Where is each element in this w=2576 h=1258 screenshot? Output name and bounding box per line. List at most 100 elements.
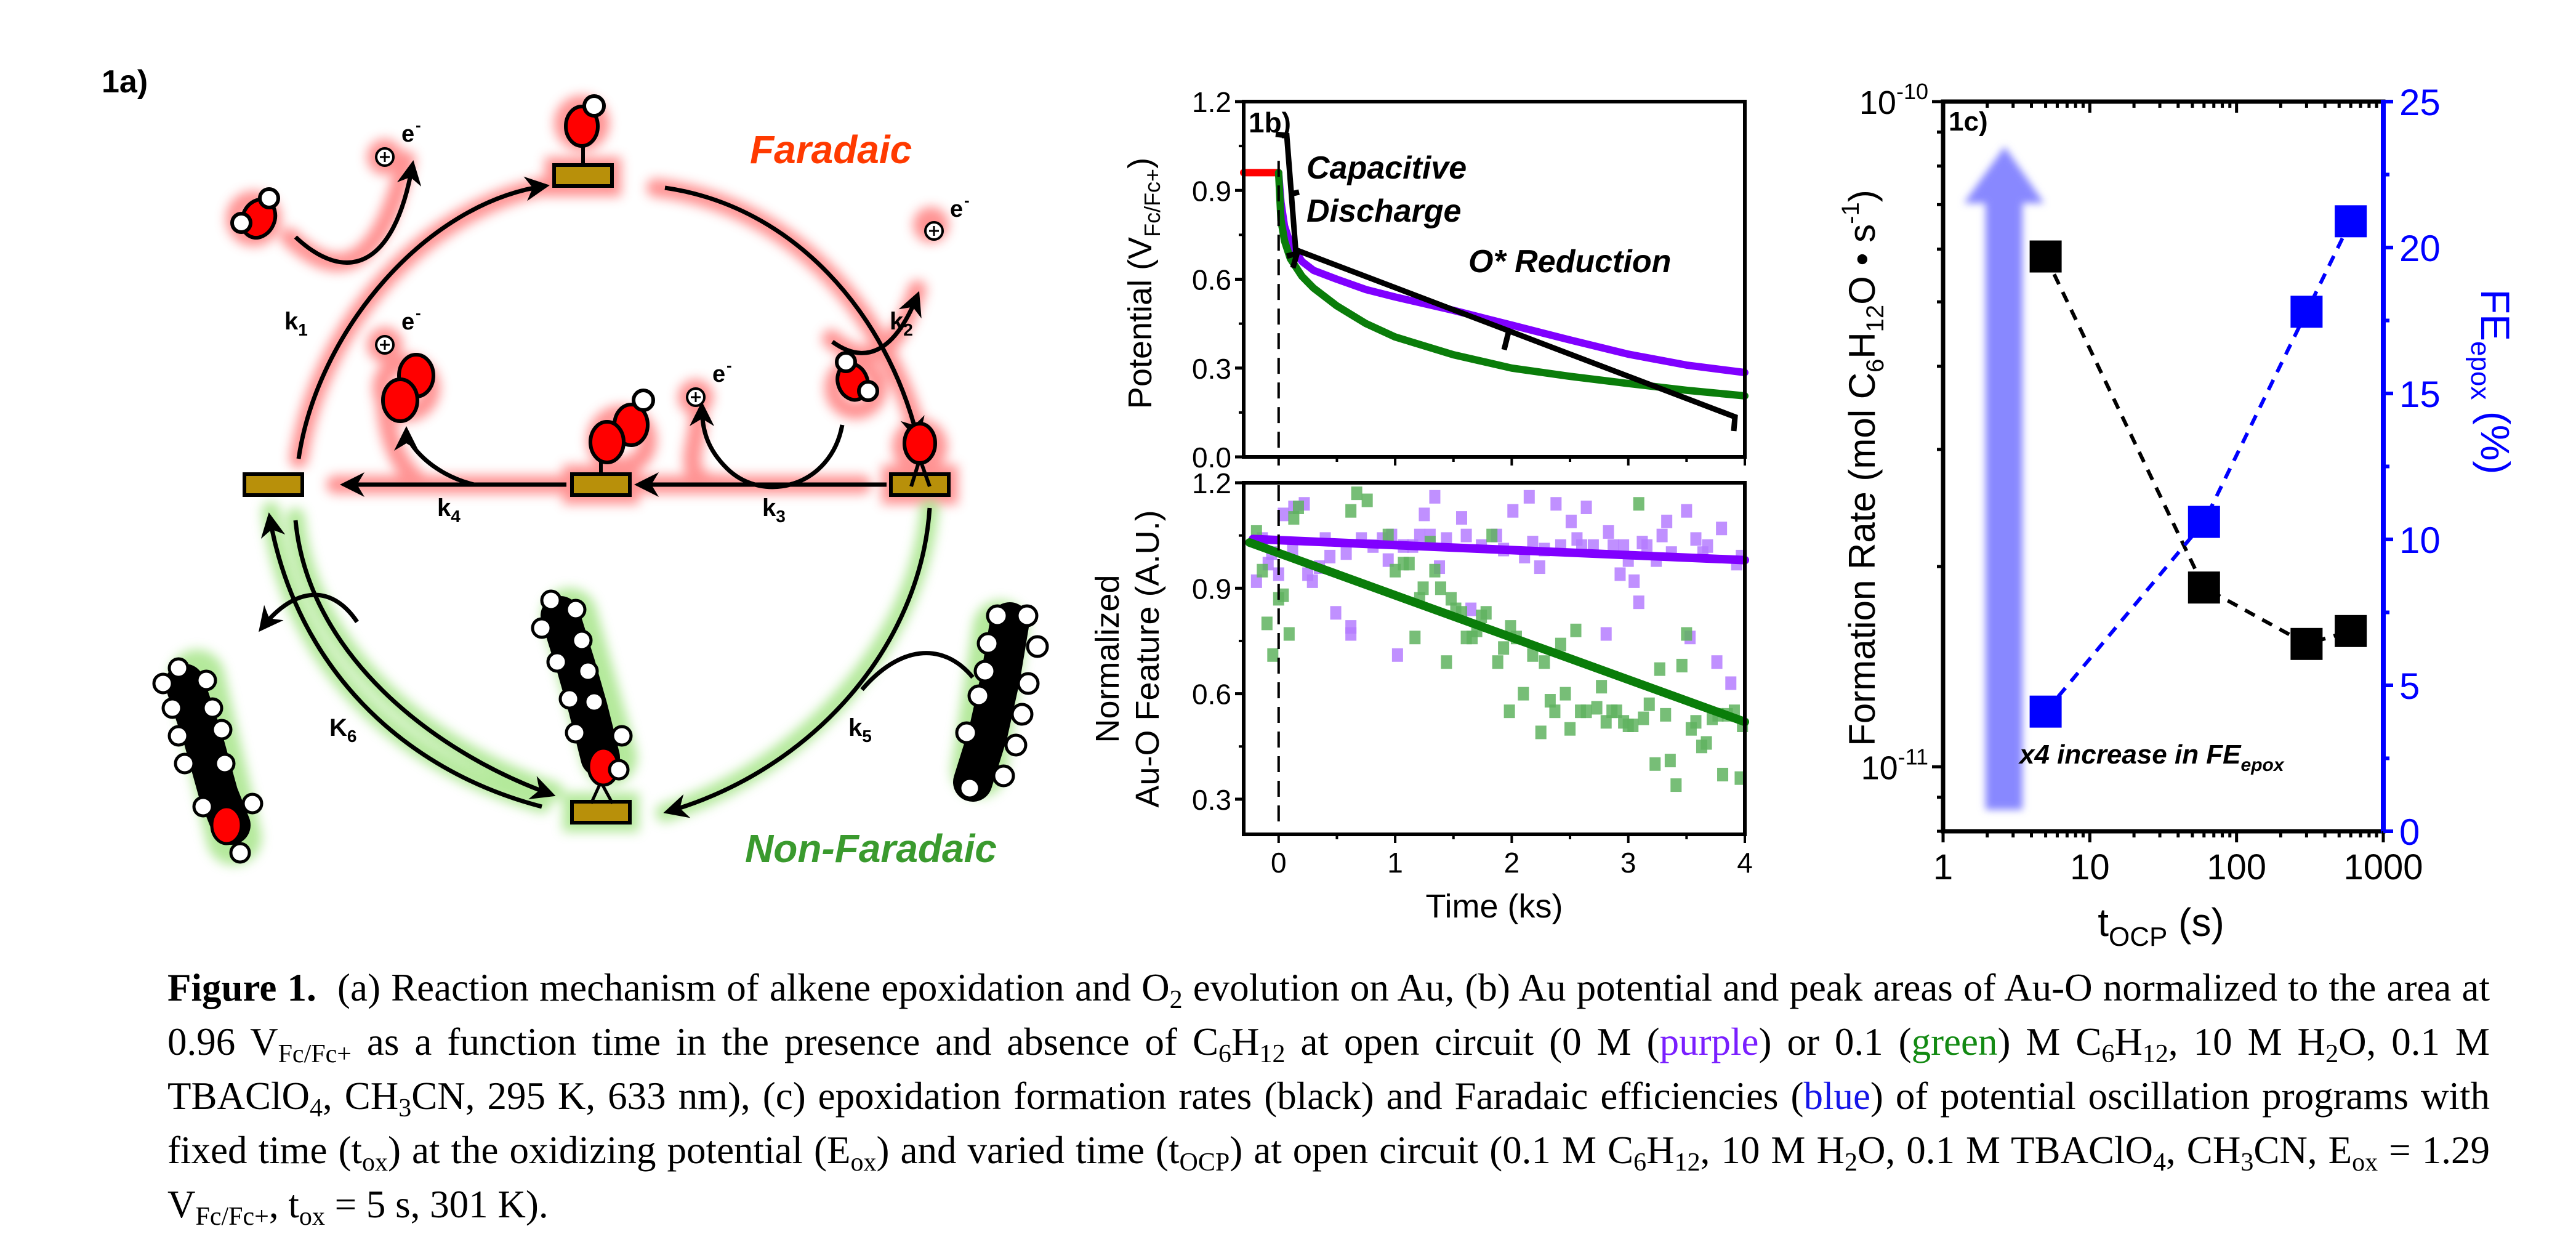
caption-text: (a) Reaction mechanism of alkene epoxida… <box>337 966 1170 1009</box>
data-point <box>1725 676 1737 690</box>
caption-text: ) M C <box>1997 1020 2102 1063</box>
x-tick-label: 3 <box>1620 847 1636 879</box>
data-point <box>1711 655 1723 669</box>
data-point <box>1306 574 1318 588</box>
proton-icon: e - <box>375 116 421 167</box>
data-point <box>1618 539 1630 553</box>
data-point <box>2188 506 2220 538</box>
data-point <box>1345 620 1357 634</box>
data-point <box>1717 767 1729 781</box>
fe-increase-arrow-icon <box>1964 147 2044 810</box>
caption-sub: ox <box>362 1148 388 1177</box>
data-point <box>1638 711 1649 725</box>
au-site-icon <box>570 800 632 825</box>
y-tick-label: 0.6 <box>1192 264 1231 296</box>
data-point <box>1654 662 1665 676</box>
data-point <box>1734 771 1746 785</box>
caption-sub: 6 <box>1633 1148 1647 1177</box>
faradaic-label: Faradaic <box>750 127 912 172</box>
data-point <box>1570 623 1582 637</box>
data-point <box>1716 522 1728 536</box>
data-point <box>1419 507 1430 522</box>
k6-epoxide-arrow <box>259 592 359 632</box>
x-tick-label: 1 <box>1387 847 1403 879</box>
potential-plot: 0.00.30.60.91.2 1b) Capacitive Discharge… <box>1122 86 1749 474</box>
y-axis-label-fe-epox: FEepox (%) <box>2465 289 2518 475</box>
data-point <box>1288 511 1300 525</box>
y-right-tick-label: 10 <box>2399 520 2441 561</box>
caption-text: ) of potential oscillation programs with… <box>167 1075 2490 1172</box>
fe-increase-annotation: x4 increase in FEepox <box>2018 740 2285 775</box>
o2-release-arrow <box>394 426 475 487</box>
caption-sub: 6 <box>1218 1040 1231 1068</box>
data-point <box>1664 754 1676 768</box>
caption-green-word: green <box>1911 1020 1998 1063</box>
data-point <box>1441 655 1452 669</box>
caption-text: O, 0.1 M TBAClO <box>167 1020 2490 1118</box>
x-tick-label: 100 <box>2207 847 2266 887</box>
proton-icon: e - <box>375 304 421 355</box>
caption-sub: 3 <box>398 1094 412 1123</box>
data-point <box>2029 695 2062 728</box>
series-line <box>1274 169 1749 400</box>
series-dashed-line <box>2043 256 2351 647</box>
data-point <box>1414 528 1425 542</box>
data-point <box>1435 581 1446 595</box>
x-axis-label-t-ocp: tOCP (s) <box>2098 900 2224 952</box>
data-point <box>1643 697 1655 711</box>
data-point <box>1382 553 1394 567</box>
caption-text: H <box>2114 1020 2143 1063</box>
electron-charge: - <box>416 304 421 322</box>
data-point <box>1633 497 1644 511</box>
data-point <box>1250 574 1262 588</box>
y-right-tick-label: 20 <box>2399 228 2441 269</box>
caption-sub: 6 <box>2101 1040 2115 1068</box>
data-point <box>1507 504 1519 518</box>
x-tick-label: 10 <box>2070 847 2110 887</box>
electron-charge: - <box>727 356 732 374</box>
y-right-tick-label: 25 <box>2399 82 2441 123</box>
panel-label-1c: 1c) <box>1949 107 1988 137</box>
data-point <box>1681 504 1693 518</box>
y-tick-label: 0.3 <box>1192 353 1231 385</box>
y-axis-label-normalized: Normalized <box>1089 575 1126 743</box>
data-point <box>2335 615 2367 647</box>
k1-arrow <box>296 176 550 459</box>
data-point <box>1345 504 1357 518</box>
data-point <box>1681 627 1693 641</box>
x-tick-label: 4 <box>1737 847 1753 879</box>
data-point <box>1649 757 1661 771</box>
caption-sub: 2 <box>1844 1148 1858 1177</box>
data-point <box>1550 497 1562 511</box>
data-point <box>1455 511 1467 525</box>
x-tick-label: 0 <box>1271 847 1287 879</box>
data-point <box>1324 549 1336 563</box>
caption-text: CN, 295 K, 633 nm), (c) epoxidation form… <box>411 1075 1804 1118</box>
au-site-icon <box>570 472 632 497</box>
data-point <box>1465 602 1477 616</box>
y-tick-label: 1.2 <box>1192 467 1231 499</box>
y-axis-label-au-o: Au-O Feature (A.U.) <box>1129 510 1166 807</box>
data-point <box>1608 539 1619 553</box>
data-point <box>1523 490 1535 504</box>
k5-arrow <box>663 507 932 818</box>
caption-text: ) and varied time (t <box>876 1129 1180 1172</box>
data-point <box>1628 574 1640 588</box>
data-point <box>1676 658 1688 672</box>
electron-charge: - <box>416 116 421 134</box>
caption-figure-label: Figure 1. <box>167 966 316 1009</box>
data-point <box>1633 595 1644 610</box>
caption-text: , 10 M H <box>1700 1129 1845 1172</box>
data-point <box>1600 627 1612 641</box>
data-point <box>1611 704 1622 719</box>
k5-alkene-arrow <box>860 651 975 691</box>
data-point <box>1580 500 1592 514</box>
data-point <box>1480 606 1492 620</box>
data-point <box>1661 514 1673 528</box>
o-reduction-annotation: O* Reduction <box>1468 244 1671 280</box>
cyclohexene-icon <box>953 602 1049 802</box>
caption-text: CN, E <box>2253 1129 2353 1172</box>
data-point <box>1702 539 1713 553</box>
data-point <box>1591 701 1603 715</box>
data-point <box>1340 546 1352 560</box>
